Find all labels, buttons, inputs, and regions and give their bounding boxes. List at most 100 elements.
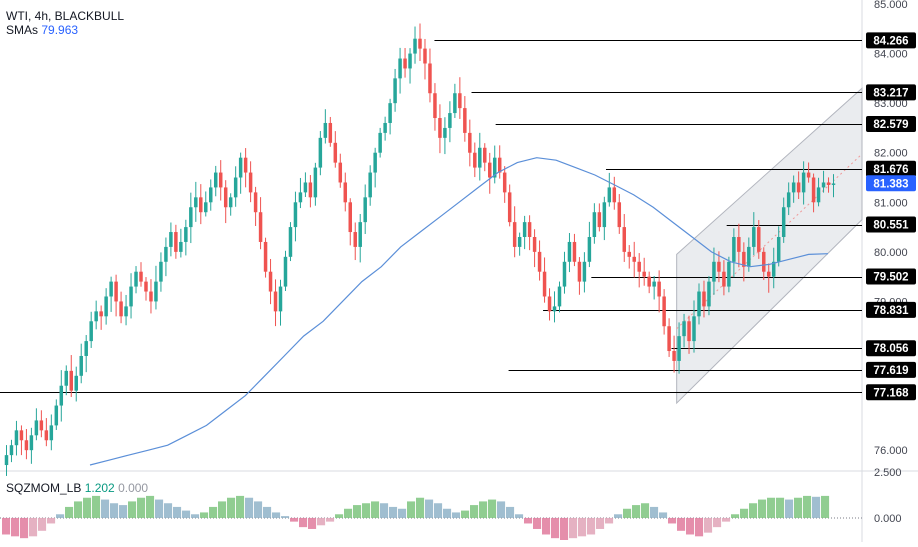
histogram-bar bbox=[74, 501, 83, 518]
channel-band bbox=[676, 87, 863, 405]
candle-body bbox=[597, 212, 602, 228]
candles bbox=[4, 23, 836, 476]
candle-body bbox=[89, 321, 93, 342]
candle-body bbox=[4, 455, 9, 466]
histogram-bar bbox=[281, 516, 290, 518]
level-badge: 84.266 bbox=[873, 35, 908, 47]
candle-body bbox=[612, 187, 617, 203]
histogram-bar bbox=[758, 499, 767, 518]
candle-body bbox=[44, 430, 49, 441]
candle-body bbox=[757, 227, 761, 252]
sma-legend[interactable]: SMAs 79.963 bbox=[6, 23, 124, 37]
histogram-bar bbox=[137, 497, 146, 518]
histogram-bar bbox=[65, 506, 74, 518]
histogram-bar bbox=[155, 499, 164, 518]
candle-body bbox=[308, 182, 313, 198]
subplot-y-tick-label: 2.500 bbox=[874, 467, 902, 479]
histogram-bar bbox=[560, 517, 569, 540]
level-badge-bg bbox=[866, 384, 916, 401]
histogram-bar bbox=[335, 514, 344, 518]
histogram-bar bbox=[542, 517, 551, 535]
histogram-bar bbox=[632, 505, 641, 518]
candle-body bbox=[682, 321, 686, 337]
histogram-bar bbox=[101, 499, 110, 518]
candle-body bbox=[283, 256, 288, 287]
candle-body bbox=[149, 291, 153, 302]
candle-body bbox=[537, 251, 542, 272]
level-badge: 82.579 bbox=[873, 119, 908, 131]
histogram-bar bbox=[29, 517, 38, 537]
candle-body bbox=[373, 152, 377, 173]
candle-body bbox=[209, 187, 213, 203]
candle-body bbox=[218, 172, 223, 188]
histogram-bar bbox=[236, 495, 245, 518]
candle-body bbox=[642, 271, 646, 277]
candle-body bbox=[109, 281, 113, 297]
histogram-bar bbox=[695, 517, 704, 537]
candle-body bbox=[463, 108, 467, 133]
candle-body bbox=[547, 296, 552, 312]
candle-body bbox=[592, 212, 597, 237]
candle-body bbox=[801, 172, 806, 193]
histogram-bar bbox=[92, 495, 101, 518]
candle-body bbox=[831, 183, 836, 185]
level-badge: 78.056 bbox=[873, 343, 908, 355]
candle-body bbox=[99, 311, 103, 317]
candle-body bbox=[34, 420, 39, 436]
candle-body bbox=[213, 172, 218, 188]
histogram-bar bbox=[11, 517, 20, 537]
histogram-bar bbox=[641, 503, 650, 518]
y-tick-label: 85.000 bbox=[874, 0, 908, 11]
candle-body bbox=[737, 237, 741, 252]
candle-body bbox=[562, 261, 567, 287]
histogram-bar bbox=[56, 514, 65, 518]
candle-body bbox=[771, 261, 776, 277]
candle-body bbox=[821, 182, 826, 188]
candle-body bbox=[572, 241, 577, 262]
candle-body bbox=[318, 137, 323, 168]
histogram-bar bbox=[416, 497, 425, 518]
histogram-bar bbox=[83, 497, 92, 518]
histogram-bar bbox=[263, 506, 272, 518]
level-badge: 80.551 bbox=[873, 220, 909, 232]
histogram-bar bbox=[533, 517, 542, 529]
histogram-bar bbox=[704, 517, 713, 533]
histogram-bar bbox=[740, 508, 749, 518]
candle-body bbox=[313, 167, 318, 198]
symbol-title[interactable]: WTI, 4h, BLACKBULL bbox=[6, 9, 125, 23]
level-badge-bg bbox=[866, 160, 916, 177]
candle-body bbox=[742, 251, 746, 267]
histogram-bar bbox=[524, 517, 533, 524]
candle-body bbox=[687, 321, 691, 342]
candle-body bbox=[124, 306, 128, 317]
candle-body bbox=[552, 306, 557, 312]
candle-body bbox=[712, 261, 716, 282]
candle-body bbox=[298, 192, 303, 203]
histogram-bar bbox=[785, 499, 794, 518]
candle-body bbox=[358, 222, 362, 247]
candle-body bbox=[622, 227, 627, 252]
candle-body bbox=[657, 281, 661, 297]
sma-line bbox=[89, 157, 829, 466]
candle-body bbox=[473, 152, 477, 168]
histogram-bar bbox=[686, 517, 695, 535]
price-badges: 84.266 83.217 82.579 81.676 80.551 79.502 78.8… bbox=[866, 32, 916, 401]
histogram-bar bbox=[812, 496, 821, 518]
subplot-y-tick-label: 0.000 bbox=[874, 513, 902, 525]
candle-body bbox=[368, 172, 372, 198]
candle-body bbox=[672, 351, 676, 361]
candle-body bbox=[303, 182, 308, 193]
squeeze-histogram bbox=[0, 495, 862, 540]
candle-body bbox=[144, 281, 148, 292]
candle-body bbox=[408, 53, 412, 69]
candle-body bbox=[497, 157, 502, 173]
indicator-legend[interactable]: SQZMOM_LB 1.202 0.000 bbox=[6, 481, 148, 495]
histogram-bar bbox=[659, 512, 668, 518]
candle-body bbox=[263, 241, 268, 272]
histogram-bar bbox=[362, 503, 371, 518]
candle-body bbox=[29, 435, 34, 451]
candle-body bbox=[428, 63, 432, 94]
histogram-bar bbox=[497, 501, 506, 518]
